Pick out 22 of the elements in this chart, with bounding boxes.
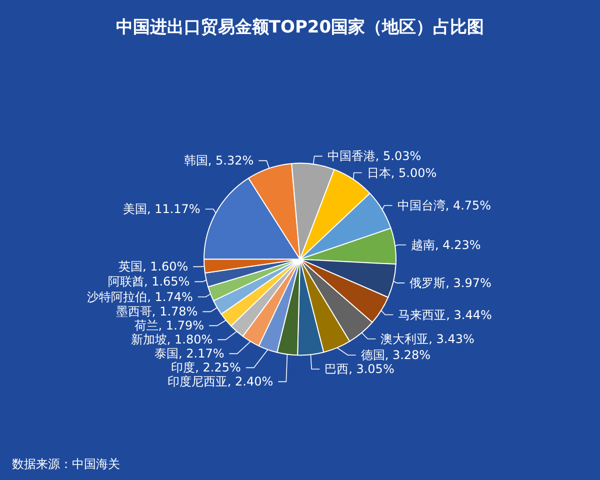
slice-label: 韩国, 5.32% bbox=[184, 154, 254, 168]
slice-label: 德国, 3.28% bbox=[360, 348, 431, 362]
slice-label: 美国, 11.17% bbox=[122, 202, 200, 216]
slice-label: 巴西, 3.05% bbox=[324, 362, 394, 376]
slice-label: 澳大利亚, 3.43% bbox=[380, 332, 474, 346]
slice-label: 沙特阿拉伯, 1.74% bbox=[87, 290, 193, 304]
slice-label: 墨西哥, 1.78% bbox=[116, 304, 198, 319]
slice-label: 印度尼西亚, 2.40% bbox=[167, 374, 274, 389]
slice-label: 中国香港, 5.03% bbox=[327, 149, 422, 164]
slice-label: 新加坡, 1.80% bbox=[130, 332, 213, 347]
slice-label: 越南, 4.23% bbox=[411, 238, 481, 252]
slice-label: 马来西亚, 3.44% bbox=[398, 308, 492, 322]
chart-title: 中国进出口贸易金额TOP20国家（地区）占比图 bbox=[116, 18, 484, 38]
slice-label: 荷兰, 1.79% bbox=[134, 318, 204, 333]
slice-label: 阿联酋, 1.65% bbox=[108, 274, 190, 289]
slice-label: 中国台湾, 4.75% bbox=[397, 198, 492, 213]
slice-label: 印度, 2.25% bbox=[171, 360, 241, 375]
slice-label: 俄罗斯, 3.97% bbox=[410, 276, 492, 290]
source-note: 数据来源：中国海关 bbox=[12, 457, 120, 471]
slice-label: 日本, 5.00% bbox=[366, 166, 437, 180]
slice-label: 泰国, 2.17% bbox=[154, 346, 224, 361]
slice-label: 英国, 1.60% bbox=[118, 260, 188, 274]
